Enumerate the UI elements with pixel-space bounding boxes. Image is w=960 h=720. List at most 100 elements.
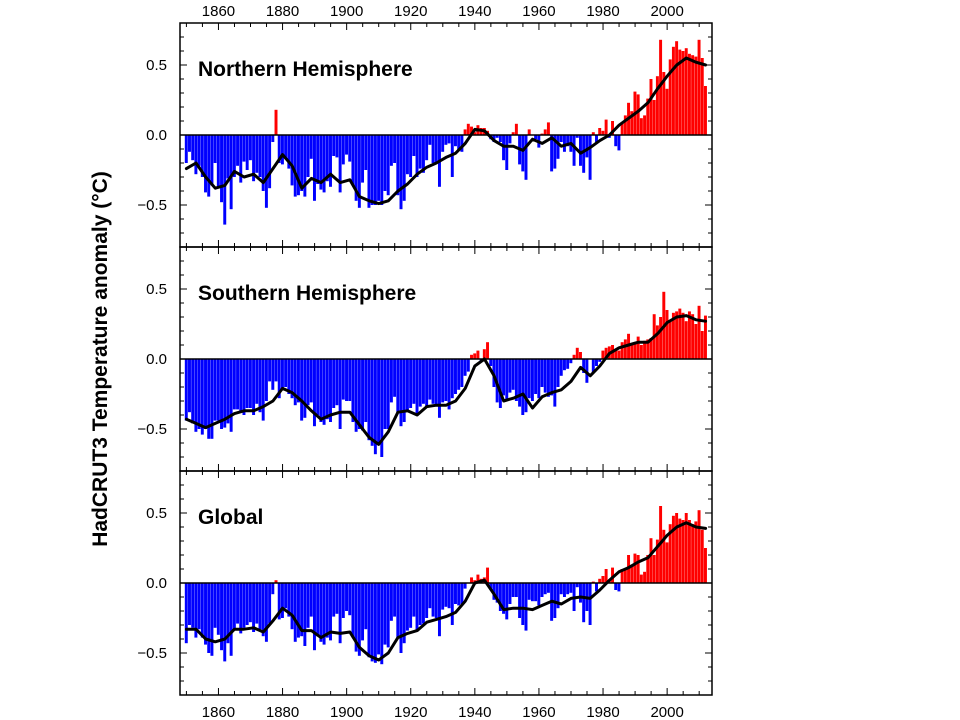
bar [348,359,352,401]
bar [697,39,701,135]
bar [412,359,416,404]
bar [364,135,368,170]
x-tick-label-top: 1920 [394,3,427,20]
bar [232,583,236,630]
bar [303,583,307,646]
bar [264,583,268,642]
bar [678,49,682,135]
bar [454,583,457,604]
x-tick-label-top: 1860 [202,3,235,20]
bar [617,135,621,151]
bar [287,359,291,394]
bar [370,359,374,446]
bar [383,359,387,429]
bar [399,583,403,653]
bar [687,53,691,135]
bar [639,345,643,359]
panel-title: Southern Hemisphere [198,282,416,305]
bar [662,72,666,135]
bar [527,129,531,135]
bar [223,583,227,662]
bar [537,359,541,399]
bar [402,583,406,644]
bar [239,135,243,183]
bar [470,577,473,583]
bar [255,135,259,173]
bar [194,583,198,638]
bar [386,583,390,648]
bar [396,583,400,638]
x-tick-label-top: 1900 [330,3,363,20]
bar [335,359,339,406]
bar [357,135,361,208]
bar [486,342,490,359]
bar [348,583,352,616]
bar [345,135,348,155]
bar [463,583,467,589]
panel-title: Northern Hemisphere [198,58,413,81]
bar [306,359,310,406]
bar [329,135,332,187]
x-tick-label-top: 2000 [650,3,683,20]
bar [329,583,332,641]
bar [684,48,688,136]
bar [377,583,381,655]
y-tick-label: 0.5 [146,505,167,522]
bar [566,359,570,369]
bar [636,94,640,135]
bar [421,583,425,624]
bar [396,359,400,413]
bar [226,359,230,424]
bar [264,359,268,401]
bar [290,583,294,630]
bar [188,359,191,413]
bar [322,583,326,645]
bar [562,135,566,152]
bar [521,583,525,625]
bar [437,583,441,637]
bar [421,359,425,404]
bar [553,359,557,407]
bar [511,359,515,390]
bar [447,135,451,144]
bar [489,359,493,366]
bar [562,359,566,371]
bar [280,359,284,390]
bar [287,135,291,169]
bar [409,135,413,177]
bar [595,583,598,592]
bar [229,359,233,432]
bar [316,135,320,184]
bar [258,583,262,630]
bar [389,135,393,166]
bar [200,583,204,638]
bar [341,359,345,400]
bar [287,583,291,617]
x-tick-label-bottom: 1860 [202,704,235,720]
bar [559,359,563,376]
bar [335,135,339,158]
bar [284,583,288,609]
bar [681,51,685,135]
bar [399,135,403,210]
bar [255,583,259,624]
bar [681,312,685,359]
bar [415,135,419,177]
bar [620,569,624,583]
bar [405,583,409,631]
bar [434,359,438,407]
bar [514,359,518,401]
bar [409,583,413,628]
bar [341,583,345,618]
bar [245,583,249,625]
bar [601,130,605,135]
bar [566,135,570,147]
bar [454,359,457,394]
bar [540,583,544,597]
bar [604,347,608,359]
bar [405,359,409,411]
bar [271,359,275,390]
bar [575,135,579,138]
bar [598,359,602,362]
bar [643,571,647,583]
